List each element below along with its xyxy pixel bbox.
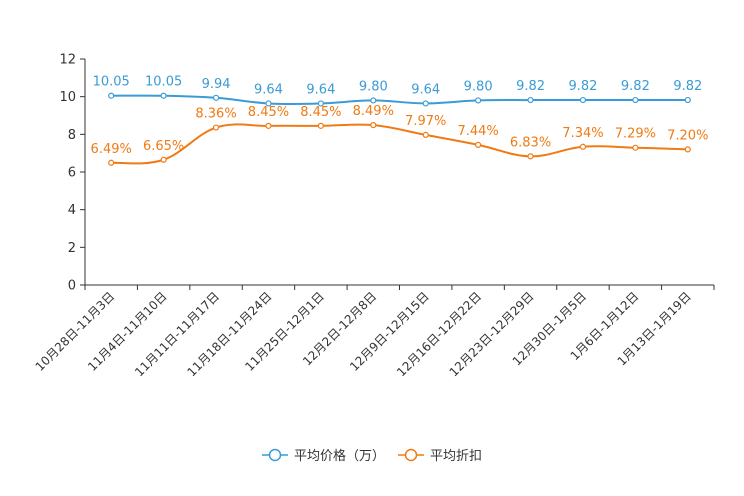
data-label: 10.05 [145,75,182,90]
data-point [317,122,324,129]
data-label: 9.64 [306,82,335,97]
data-point [422,100,429,107]
data-point [632,144,639,151]
y-tick-label: 2 [68,241,76,256]
data-point [160,92,167,99]
data-point [265,122,272,129]
data-point [684,146,691,153]
data-point [160,156,167,163]
data-point [475,97,482,104]
data-label: 7.34% [562,126,603,141]
y-tick-label: 10 [59,90,76,105]
data-label: 6.83% [510,135,551,150]
series-line [111,123,688,165]
data-label: 10.05 [93,75,130,90]
data-label: 9.82 [673,79,702,94]
data-point [527,153,534,160]
y-tick-label: 6 [68,166,76,181]
data-point [579,143,587,150]
data-label: 9.64 [254,82,283,97]
y-tick-label: 12 [59,53,76,68]
data-point [632,96,639,104]
data-label: 9.82 [621,79,650,94]
data-label: 7.44% [457,124,498,139]
data-label: 7.20% [667,128,708,143]
legend-label: 平均价格（万） [294,448,385,464]
y-tick-label: 4 [68,203,76,218]
data-point [265,100,272,107]
legend-marker-icon [404,448,418,462]
data-label: 9.94 [202,77,231,92]
legend: 平均价格（万） 平均折扣 [262,448,482,464]
data-point [212,124,220,131]
data-label: 6.65% [143,139,184,154]
data-point [317,100,324,107]
data-point [108,159,115,166]
data-label: 8.36% [195,107,236,122]
data-label: 6.49% [91,142,132,157]
data-label: 9.80 [464,79,493,94]
data-label: 7.97% [405,114,446,129]
data-label: 9.82 [516,79,545,94]
data-point [108,92,115,99]
series-1: 10.05 10.05 9.94 9.64 9.64 9.80 9.64 9.80 9.82 9.… [93,75,702,107]
data-label: 7.29% [615,127,656,142]
legend-item-1: 平均价格（万） [262,448,385,464]
legend-marker-icon [268,448,282,462]
legend-label: 平均折扣 [430,449,482,464]
data-point [370,122,377,129]
data-label: 8.45% [300,105,341,120]
data-point [527,96,534,104]
y-tick-label: 0 [68,279,76,294]
data-point [475,141,482,148]
data-label: 9.82 [568,79,597,94]
series-line [111,94,688,106]
data-label: 8.45% [248,105,289,120]
data-point [684,96,691,104]
data-point [370,97,377,104]
series-layer: 10.05 10.05 9.94 9.64 9.64 9.80 9.64 9.80 9.82 9.… [91,75,708,166]
y-tick-label: 8 [68,128,76,143]
data-label: 8.49% [353,104,394,119]
data-label: 9.80 [359,79,388,94]
data-label: 9.64 [411,82,440,97]
data-point [212,94,220,101]
data-point [422,131,429,138]
series-2: 6.49% 6.65% 8.36% 8.45% 8.45% 8.49% 7.97% 7.44%… [91,104,708,166]
legend-item-2: 平均折扣 [398,448,482,464]
data-point [579,96,587,104]
